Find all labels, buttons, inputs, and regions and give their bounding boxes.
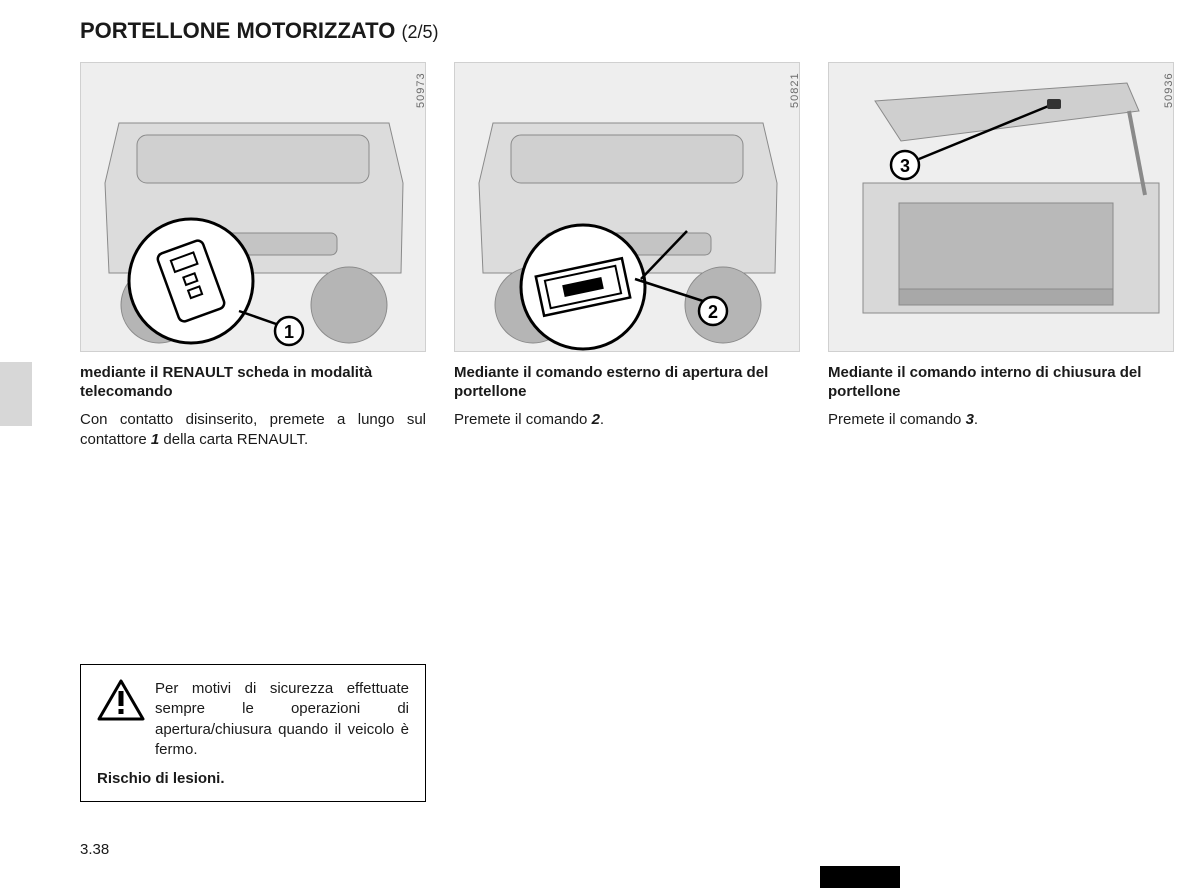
col2-heading: Mediante il comando esterno di apertura … xyxy=(454,364,800,402)
col2-body: Premete il comando 2. xyxy=(454,410,800,430)
col3-ref: 3 xyxy=(966,411,974,428)
callout-3: 3 xyxy=(900,156,910,176)
col3-body-pre: Premete il comando xyxy=(828,411,966,428)
figure-2-svg: 2 xyxy=(455,63,801,353)
figure-2: 50821 xyxy=(454,62,800,352)
col3-body: Premete il comando 3. xyxy=(828,410,1174,430)
figure-1-svg: 1 xyxy=(81,63,427,353)
col2-ref: 2 xyxy=(592,411,600,428)
callout-2: 2 xyxy=(708,302,718,322)
warning-text: Per motivi di sicurezza effettuate sempr… xyxy=(155,679,409,760)
page-number: 3.38 xyxy=(80,841,109,858)
title-main: PORTELLONE MOTORIZZATO xyxy=(80,18,395,43)
warning-top: Per motivi di sicurezza effettuate sempr… xyxy=(97,679,409,760)
col3-heading: Mediante il comando interno di chiusura … xyxy=(828,364,1174,402)
figure-3-svg: 3 xyxy=(829,63,1175,353)
col2-body-post: . xyxy=(600,411,604,428)
bottom-black-tab xyxy=(820,866,900,888)
col2-body-pre: Premete il comando xyxy=(454,411,592,428)
col3-body-post: . xyxy=(974,411,978,428)
col1-body-post: della carta RENAULT. xyxy=(159,431,308,448)
warning-box: Per motivi di sicurezza effettuate sempr… xyxy=(80,664,426,802)
col1-ref: 1 xyxy=(151,431,159,448)
columns: 50973 xyxy=(80,62,1160,450)
warning-icon xyxy=(97,679,145,723)
figure-1: 50973 xyxy=(80,62,426,352)
column-1: 50973 xyxy=(80,62,426,450)
warning-risk: Rischio di lesioni. xyxy=(97,770,409,787)
page-container: PORTELLONE MOTORIZZATO (2/5) 50973 xyxy=(0,0,1200,888)
page-title: PORTELLONE MOTORIZZATO (2/5) xyxy=(80,18,1160,44)
column-3: 50936 3 Mediant xyxy=(828,62,1174,450)
callout-1: 1 xyxy=(284,322,294,342)
col1-body: Con contatto disinserito, premete a lung… xyxy=(80,410,426,451)
col1-heading: mediante il RENAULT scheda in modalità t… xyxy=(80,364,426,402)
column-2: 50821 xyxy=(454,62,800,450)
figure-3: 50936 3 xyxy=(828,62,1174,352)
title-counter: (2/5) xyxy=(401,22,438,42)
